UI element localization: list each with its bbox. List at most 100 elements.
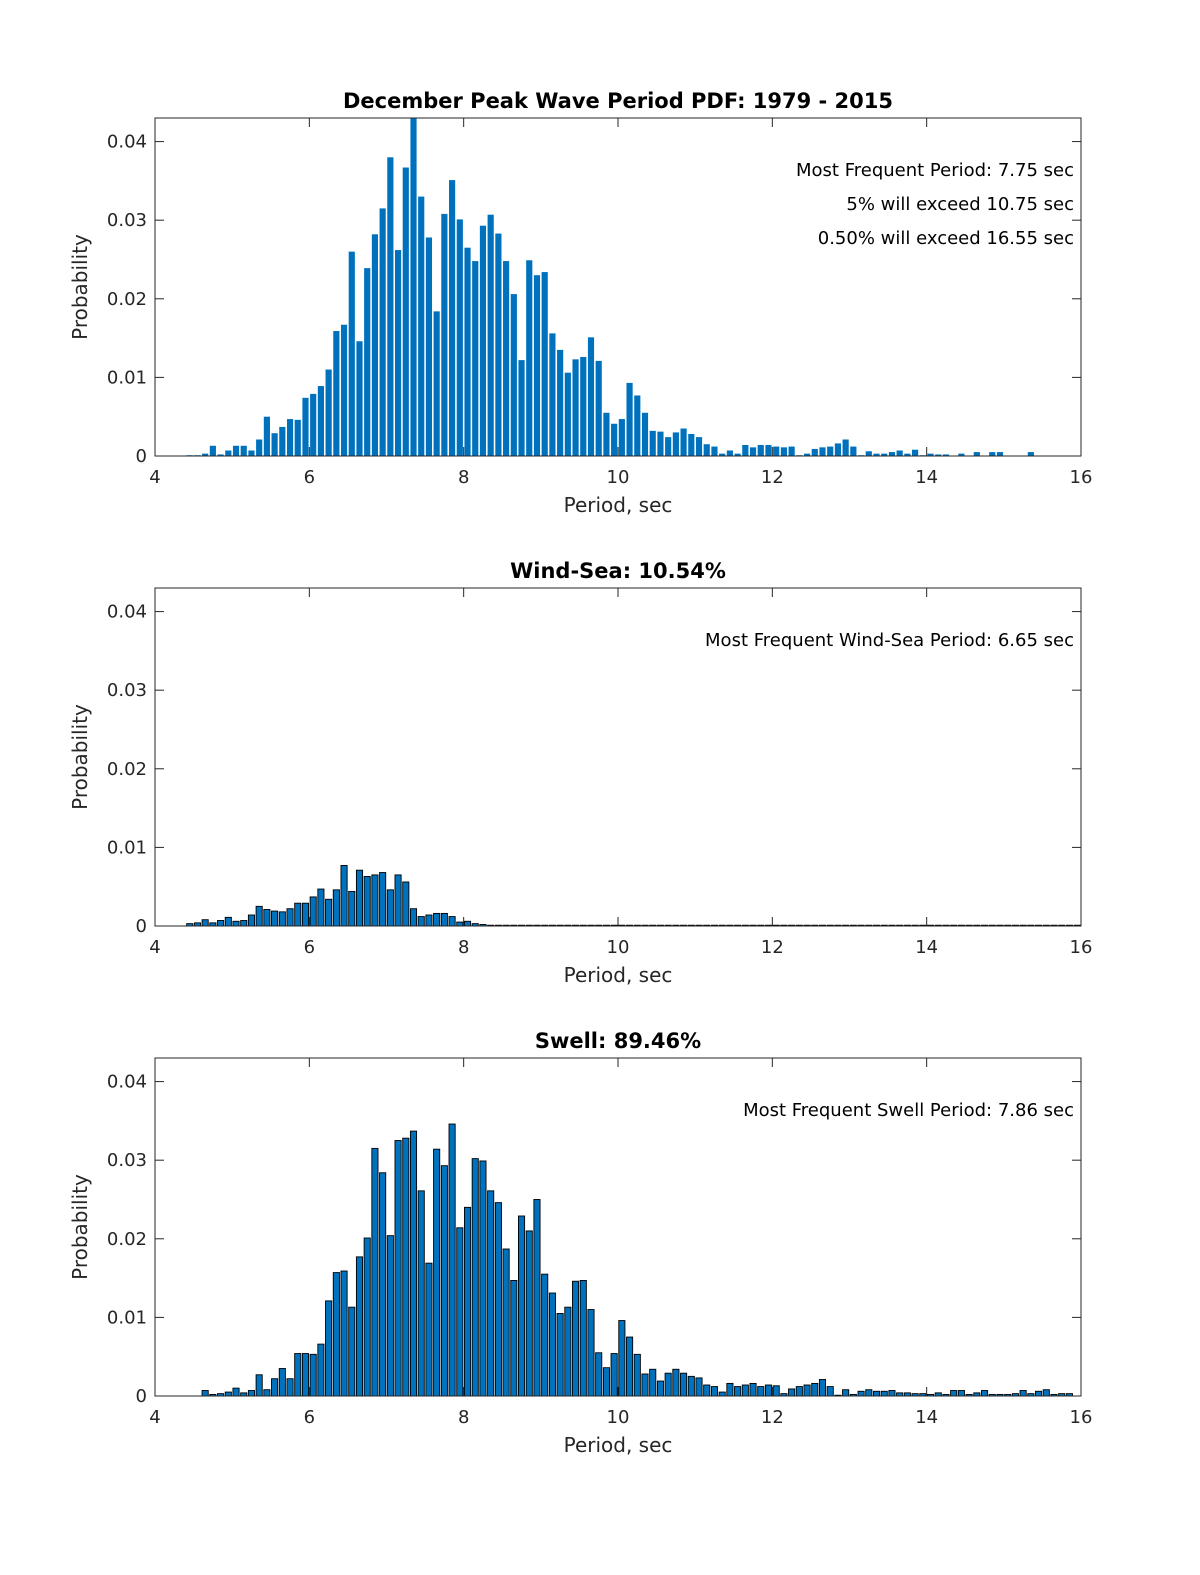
bar bbox=[494, 1202, 502, 1397]
bar bbox=[317, 1343, 325, 1397]
bar bbox=[935, 454, 942, 456]
bar bbox=[811, 1382, 819, 1397]
bar bbox=[819, 447, 826, 456]
bar bbox=[263, 416, 270, 456]
bar bbox=[402, 1137, 410, 1397]
x-tick-label: 10 bbox=[607, 937, 630, 958]
bar bbox=[356, 341, 363, 456]
bar bbox=[487, 214, 494, 456]
bar bbox=[773, 446, 780, 456]
bar bbox=[764, 1384, 773, 1397]
bar bbox=[579, 1279, 587, 1397]
bar bbox=[688, 433, 695, 456]
x-tick-label: 12 bbox=[761, 467, 784, 488]
bar bbox=[201, 1390, 209, 1397]
x-tick-label: 12 bbox=[761, 937, 784, 958]
y-tick-label: 0.04 bbox=[107, 1072, 147, 1093]
bar bbox=[557, 349, 564, 456]
bar bbox=[533, 1199, 541, 1397]
x-tick-label: 14 bbox=[915, 1407, 938, 1428]
bar bbox=[757, 445, 764, 456]
bar bbox=[256, 439, 263, 456]
bar bbox=[710, 1386, 718, 1397]
bar bbox=[348, 251, 355, 456]
x-tick-label: 6 bbox=[304, 937, 315, 958]
bar bbox=[502, 1248, 510, 1397]
annotation-text: Most Frequent Swell Period: 7.86 sec bbox=[743, 1100, 1074, 1121]
annotation-text: 0.50% will exceed 16.55 sec bbox=[818, 228, 1074, 249]
bar bbox=[479, 1160, 487, 1397]
bar bbox=[394, 250, 402, 456]
bar bbox=[618, 419, 625, 456]
bar bbox=[788, 1388, 796, 1397]
bar-series bbox=[186, 118, 1034, 457]
bar bbox=[332, 1272, 340, 1397]
bar bbox=[440, 912, 448, 927]
bar bbox=[232, 1387, 240, 1397]
bar bbox=[379, 208, 386, 456]
bar bbox=[286, 908, 294, 927]
y-tick-label: 0.02 bbox=[107, 289, 147, 310]
chart-title: Wind-Sea: 10.54% bbox=[510, 559, 726, 583]
bar bbox=[279, 426, 286, 456]
bar bbox=[278, 1368, 286, 1397]
bar bbox=[271, 1378, 279, 1397]
x-tick-label: 4 bbox=[149, 1407, 160, 1428]
bar bbox=[263, 909, 271, 927]
y-tick-label: 0.02 bbox=[107, 759, 147, 780]
bar bbox=[301, 902, 310, 927]
bar bbox=[881, 453, 888, 456]
x-tick-label: 14 bbox=[915, 467, 938, 488]
bar bbox=[950, 1390, 958, 1397]
bar-series bbox=[201, 1123, 1073, 1397]
bar bbox=[387, 157, 394, 457]
bar bbox=[418, 196, 425, 456]
y-axis-label: Probability bbox=[68, 1174, 92, 1280]
annotation-text: Most Frequent Period: 7.75 sec bbox=[796, 160, 1074, 181]
bar bbox=[880, 1390, 888, 1397]
bar bbox=[294, 902, 302, 927]
bar bbox=[510, 1279, 518, 1397]
bar bbox=[657, 431, 664, 456]
bar bbox=[394, 874, 402, 927]
bar bbox=[456, 921, 464, 927]
x-tick-label: 6 bbox=[304, 467, 315, 488]
bar bbox=[564, 1306, 572, 1397]
y-tick-label: 0.04 bbox=[107, 602, 147, 623]
bar bbox=[680, 428, 687, 456]
bar bbox=[440, 1165, 448, 1397]
bar bbox=[757, 1386, 765, 1397]
bar bbox=[695, 1377, 703, 1397]
chart-panel-3: 4 6 8 10 12 14 16 0 0.01 0.02 0.03 0.04 Swell: 89.46… bbox=[68, 1029, 1092, 1457]
bar bbox=[572, 359, 579, 456]
x-tick-label: 16 bbox=[1070, 467, 1093, 488]
bar bbox=[572, 1280, 580, 1397]
bar bbox=[842, 439, 849, 456]
x-axis-label: Period, sec bbox=[564, 963, 673, 987]
bar bbox=[765, 445, 772, 456]
bar bbox=[927, 453, 934, 456]
bar bbox=[263, 1389, 271, 1397]
bar bbox=[510, 294, 517, 456]
chart-panel-1: 4 6 8 10 12 14 16 0 0.01 0.02 0.03 0.04 December Pea… bbox=[68, 89, 1092, 517]
bar bbox=[649, 1368, 657, 1397]
bar bbox=[734, 1386, 742, 1397]
y-tick-label: 0 bbox=[136, 916, 147, 937]
bar bbox=[989, 452, 996, 456]
bar bbox=[463, 920, 472, 927]
bar bbox=[410, 118, 417, 456]
bar bbox=[703, 444, 710, 456]
bar bbox=[402, 167, 409, 456]
bar bbox=[463, 1206, 472, 1397]
bar bbox=[587, 337, 595, 456]
bar bbox=[580, 356, 587, 456]
x-tick-label: 4 bbox=[149, 467, 160, 488]
bar bbox=[317, 888, 325, 927]
bar bbox=[217, 454, 224, 456]
bar bbox=[641, 1373, 649, 1397]
bar bbox=[719, 453, 726, 456]
y-tick-label: 0.03 bbox=[107, 210, 147, 231]
bar bbox=[749, 447, 757, 456]
bar bbox=[302, 397, 309, 456]
